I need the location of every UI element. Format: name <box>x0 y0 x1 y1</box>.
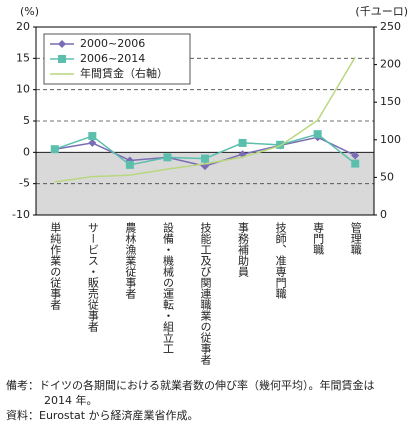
marker <box>50 145 59 154</box>
marker <box>125 160 134 169</box>
y2-tick-label: 100 <box>380 133 401 146</box>
plot-frame <box>35 26 375 216</box>
marker <box>313 130 322 139</box>
y-tick-label: -10 <box>12 208 30 221</box>
y-tick-label: 10 <box>16 83 30 96</box>
legend-label: 2006~2014 <box>80 52 145 65</box>
y2-unit: (千ユーロ) <box>355 5 408 18</box>
y-tick-label: -5 <box>19 177 30 190</box>
y-tick-label: 20 <box>16 20 30 33</box>
legend-label: 年間賃金（右軸） <box>80 66 168 80</box>
marker <box>88 138 97 147</box>
note: 資料：Eurostat から経済産業省作成。 <box>6 408 199 422</box>
marker <box>351 151 360 160</box>
x-tick-label: 事務補助員 <box>237 222 250 278</box>
y-tick-label: 15 <box>16 51 30 64</box>
note: 2014 年。 <box>44 393 98 407</box>
x-tick-label: 単純作業の従事者 <box>49 221 62 311</box>
x-tick-label: 技能工及び関連職業の従事者 <box>199 222 212 366</box>
marker <box>276 140 285 149</box>
y-unit: (%) <box>20 5 39 18</box>
y2-tick-label: 200 <box>380 58 401 71</box>
marker <box>201 154 209 163</box>
y-tick-label: 5 <box>23 114 30 127</box>
y2-tick-label: 50 <box>380 170 394 183</box>
x-tick-label: サービス・販売従事者 <box>86 222 99 333</box>
note: 備考：ドイツの各期間における就業者数の伸び率（幾何平均）。年間賃金は <box>6 378 375 392</box>
legend-marker <box>58 40 66 48</box>
marker <box>238 138 247 147</box>
legend-marker <box>58 55 66 63</box>
marker <box>351 159 360 168</box>
x-tick-label: 技師、准専門職 <box>274 222 287 299</box>
x-tick-label: 農林漁業従事者 <box>124 221 137 300</box>
legend-label: 2000~2006 <box>80 37 145 50</box>
y-tick-label: 0 <box>23 145 30 158</box>
x-tick-label: 管理職 <box>349 221 362 255</box>
marker <box>88 132 97 141</box>
y2-tick-label: 150 <box>380 95 401 108</box>
y2-tick-label: 250 <box>380 20 401 33</box>
y2-tick-label: 0 <box>380 208 387 221</box>
series-line <box>54 56 356 183</box>
x-tick-label: 専門職 <box>312 222 325 255</box>
x-tick-label: 設備・機械の運転・組立工 <box>161 221 174 354</box>
marker <box>163 153 172 162</box>
